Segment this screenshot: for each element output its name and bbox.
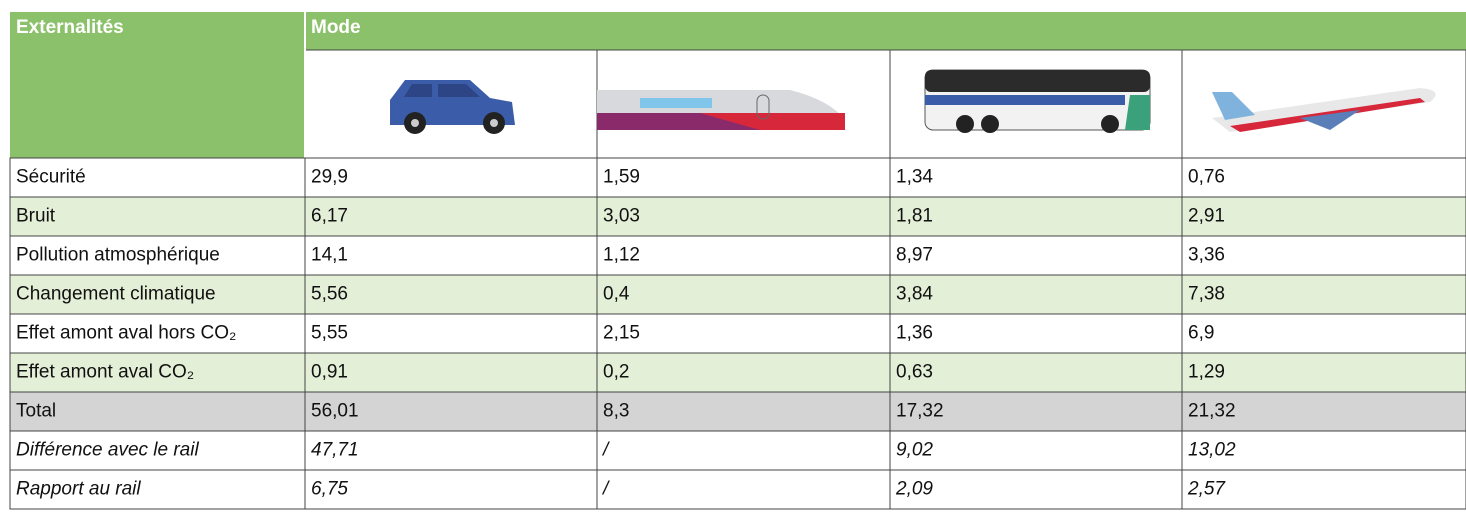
cell-value: 1,59 [603,167,640,188]
cell-value: 6,75 [311,479,348,500]
cell [1181,469,1466,510]
cell [1181,235,1466,276]
header-cell: Mode [311,17,361,38]
cell-value: 13,02 [1188,440,1236,461]
cell-value: 6,9 [1188,323,1214,344]
cell [1181,274,1466,315]
cell-value: 1,81 [896,206,933,227]
cell-value: 0,4 [603,284,630,305]
cell [304,469,598,510]
bus-icon [924,69,1151,133]
cell-value: 3,03 [603,206,640,227]
row-label: Rapport au rail [16,479,141,500]
cell [9,352,306,393]
row-label: Sécurité [16,167,86,188]
cell [889,313,1183,354]
cell-value: 29,9 [311,167,348,188]
row-label: Pollution atmosphérique [16,245,220,266]
cell-value: 1,29 [1188,362,1225,383]
cell-value: 0,91 [311,362,348,383]
cell-value: 0,63 [896,362,933,383]
cell-value: 2,09 [895,479,933,500]
cell [889,157,1183,198]
row-label: Bruit [16,206,56,227]
cell-value: 1,34 [896,167,933,188]
cell [596,469,891,510]
plane-icon [1212,88,1436,132]
header-band [10,12,1466,50]
cell-value: 2,91 [1188,206,1225,227]
row-label: Total [16,401,56,422]
cell [889,196,1183,237]
cell [596,196,891,237]
train-icon [597,90,845,130]
cell [304,274,598,315]
cell [596,274,891,315]
cell-value: 0,2 [603,362,629,383]
row-label: Différence avec le rail [16,440,199,461]
row-label: Changement climatique [16,284,216,305]
header-band [10,50,305,158]
cell [889,235,1183,276]
cell [596,352,891,393]
cell-value: 2,15 [603,323,640,344]
cell [304,157,598,198]
cell-value: 9,02 [896,440,933,461]
cell-value: 8,3 [603,401,629,422]
cell-value: 1,36 [896,323,933,344]
cell [304,391,598,432]
cell [1181,352,1466,393]
cell [9,313,306,354]
cell [304,430,598,471]
cell [304,313,598,354]
cell [1181,313,1466,354]
cell [596,313,891,354]
cell-value: 47,71 [311,440,359,461]
row-label: Effet amont aval hors CO₂ [16,323,236,344]
cell [889,430,1183,471]
cell [9,469,306,510]
cell-value: 14,1 [311,245,348,266]
cell [596,391,891,432]
row-label: Effet amont aval CO₂ [16,362,194,383]
cell-value: / [601,479,610,500]
cell-value: 3,84 [896,284,933,305]
car-icon [390,80,515,134]
cell-value: 3,36 [1188,245,1225,266]
cell-value: 6,17 [311,206,348,227]
cell-value: 5,56 [311,284,348,305]
cell [304,352,598,393]
cell [1181,430,1466,471]
cell [596,235,891,276]
cell-value: 0,76 [1188,167,1225,188]
cell [596,430,891,471]
cell-value: 56,01 [311,401,359,422]
cell-value: 21,32 [1188,401,1236,422]
cell [889,352,1183,393]
cell [304,196,598,237]
cell-value: 17,32 [896,401,944,422]
cell [596,157,891,198]
cell [889,469,1183,510]
cell-value: 5,55 [311,323,348,344]
cell-value: 1,12 [603,245,640,266]
cell [9,391,306,432]
cell-value: 8,97 [896,245,933,266]
cell [1181,157,1466,198]
cell-value: / [601,440,610,461]
cell [1181,196,1466,237]
cell-value: 7,38 [1188,284,1225,305]
cell [9,430,306,471]
cell [304,235,598,276]
header-cell: Externalités [16,17,124,38]
cell [889,274,1183,315]
cell-value: 2,57 [1187,479,1226,500]
cell [9,274,306,315]
